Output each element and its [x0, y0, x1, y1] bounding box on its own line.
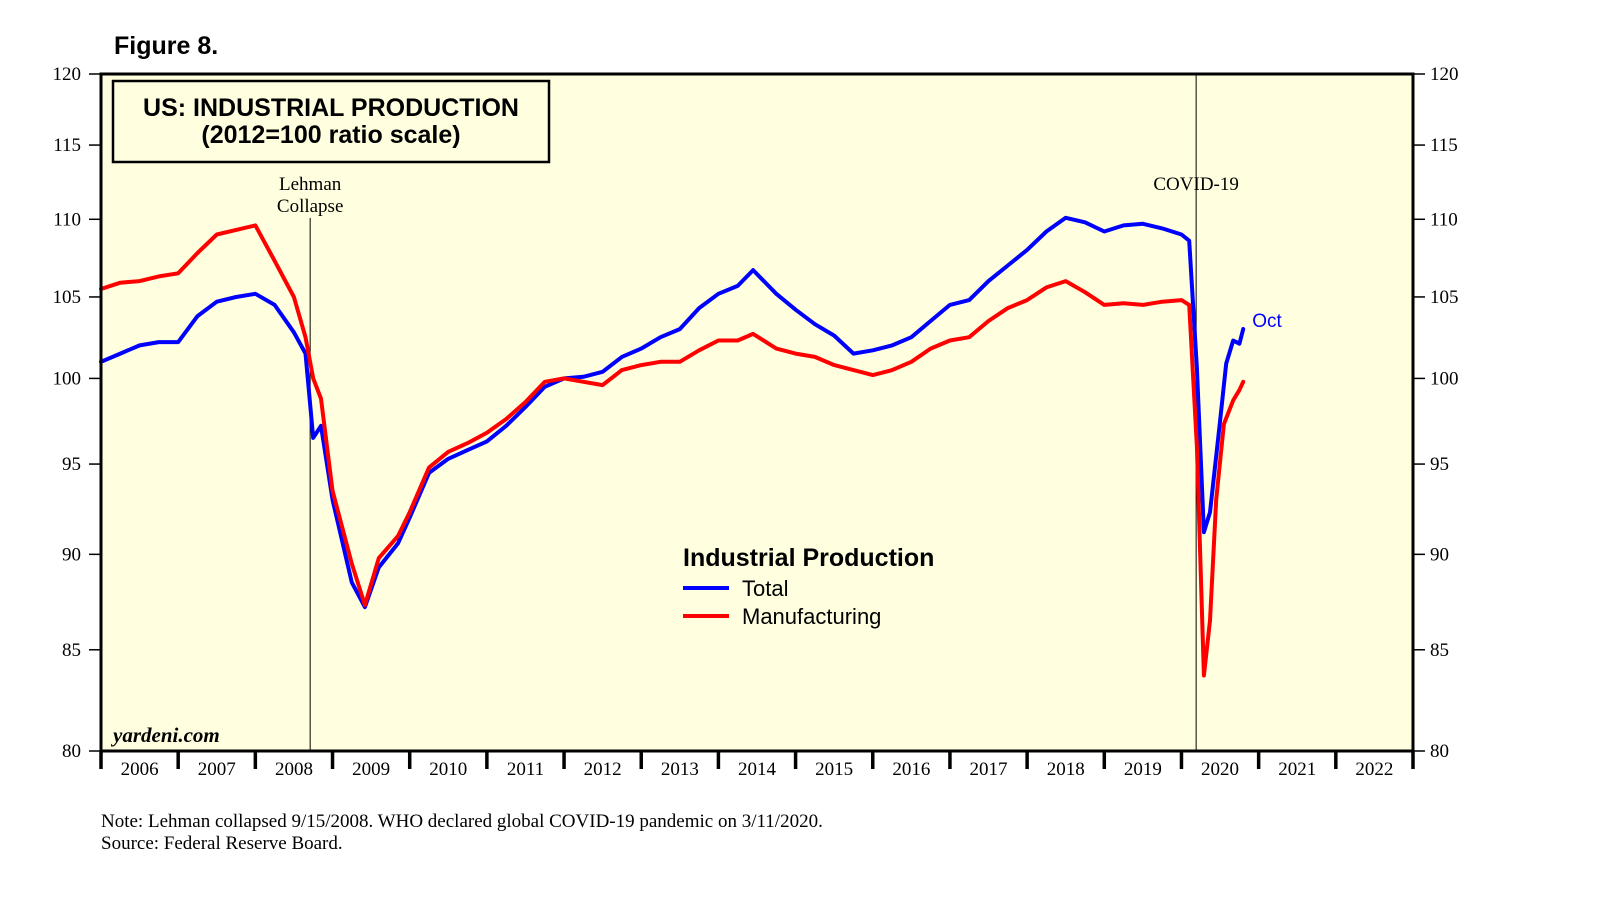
lehman-label-line-1: Lehman [279, 174, 342, 195]
y-tick-label-left: 95 [62, 454, 81, 475]
x-tick-label: 2019 [1124, 759, 1162, 780]
series-layer [99, 215, 1246, 678]
end-label-oct: Oct [1252, 311, 1282, 332]
x-tick-label: 2013 [661, 759, 699, 780]
y-tick-label-right: 100 [1430, 368, 1459, 389]
y-tick-label-left: 90 [62, 544, 81, 565]
chart-title: US: INDUSTRIAL PRODUCTION [143, 94, 519, 122]
plot-frame [99, 72, 1415, 753]
title-box [111, 79, 551, 164]
x-tick-label: 2010 [429, 759, 467, 780]
y-tick-label-right: 110 [1430, 209, 1458, 230]
y-tick-label-left: 80 [62, 741, 81, 762]
y-tick-label-right: 120 [1430, 64, 1459, 85]
y-tick-label-right: 115 [1430, 135, 1458, 156]
x-tick-label: 2011 [507, 759, 544, 780]
watermark: yardeni.com [110, 723, 220, 747]
chart-subtitle: (2012=100 ratio scale) [201, 121, 460, 149]
y-tick-label-left: 120 [53, 64, 82, 85]
y-tick-label-right: 90 [1430, 544, 1449, 565]
y-tick-label-right: 80 [1430, 741, 1449, 762]
x-tick-label: 2015 [815, 759, 853, 780]
x-tick-label: 2018 [1047, 759, 1085, 780]
x-tick-label: 2012 [584, 759, 622, 780]
x-tick-label: 2008 [275, 759, 313, 780]
x-tick-label: 2006 [121, 759, 159, 780]
y-axis-right: 80 85 90 95 100 105 110 115 120 [1413, 64, 1459, 762]
x-tick-label: 2009 [352, 759, 390, 780]
figure-label: Figure 8. [114, 32, 219, 60]
legend-label-total: Total [742, 576, 788, 601]
covid-label: COVID-19 [1153, 174, 1239, 195]
source-text: Source: Federal Reserve Board. [101, 833, 343, 854]
x-tick-label: 2007 [198, 759, 236, 780]
y-axis-left: 80 85 90 95 100 105 110 115 120 [53, 64, 101, 762]
x-tick-label: 2017 [970, 759, 1008, 780]
x-tick-label: 2022 [1355, 759, 1393, 780]
x-tick-label: 2021 [1278, 759, 1316, 780]
note-text: Note: Lehman collapsed 9/15/2008. WHO de… [101, 811, 823, 832]
y-tick-label-right: 95 [1430, 454, 1449, 475]
series-line-total [99, 215, 1246, 610]
notes-block: Note: Lehman collapsed 9/15/2008. WHO de… [101, 811, 823, 855]
y-tick-label-left: 100 [53, 368, 82, 389]
lehman-label-line-2: Collapse [277, 196, 344, 217]
x-axis: 2006 2007 2008 2009 2010 2011 2012 2013 2014 2015… [99, 751, 1415, 780]
x-tick-label: 2020 [1201, 759, 1239, 780]
y-tick-label-left: 105 [53, 287, 82, 308]
y-tick-label-right: 85 [1430, 640, 1449, 661]
y-tick-label-right: 105 [1430, 287, 1459, 308]
legend-label-manufacturing: Manufacturing [742, 604, 881, 629]
series-line-manufacturing [99, 223, 1246, 678]
y-tick-label-left: 110 [53, 209, 81, 230]
legend-title: Industrial Production [683, 544, 934, 572]
x-tick-label: 2014 [738, 759, 777, 780]
y-tick-label-left: 115 [53, 135, 81, 156]
x-tick-label: 2016 [892, 759, 930, 780]
y-tick-label-left: 85 [62, 640, 81, 661]
